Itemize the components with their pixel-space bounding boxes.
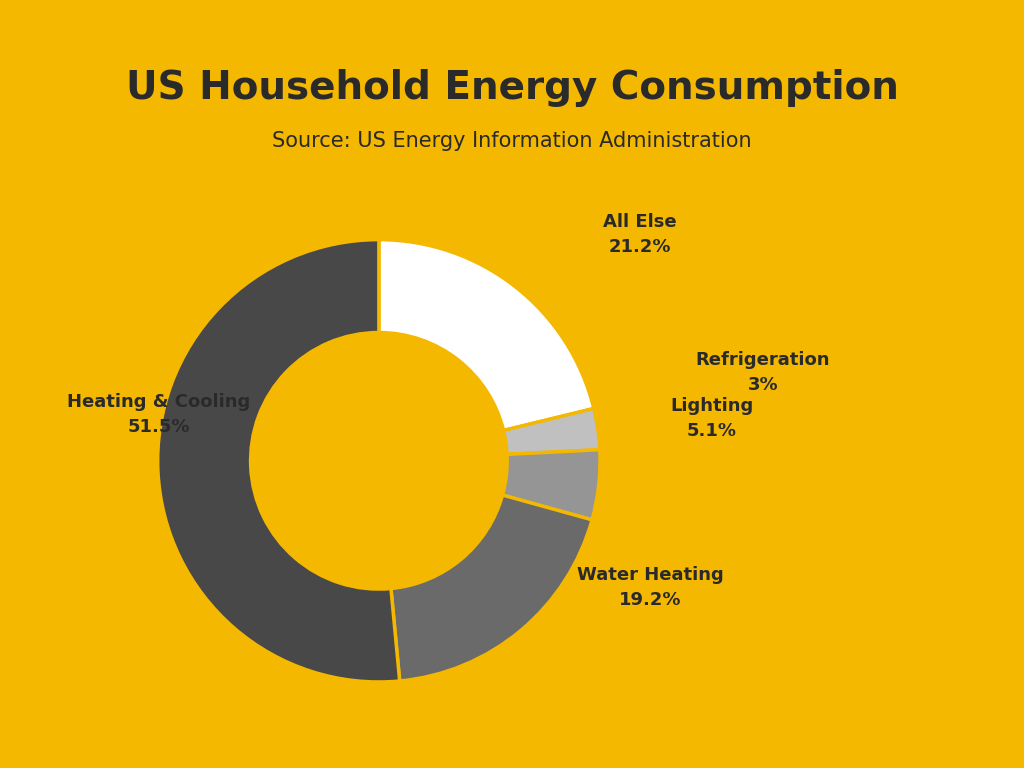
Wedge shape bbox=[158, 240, 399, 682]
Wedge shape bbox=[503, 450, 600, 520]
Text: Water Heating
19.2%: Water Heating 19.2% bbox=[577, 566, 724, 609]
Wedge shape bbox=[504, 409, 600, 455]
Text: US Household Energy Consumption: US Household Energy Consumption bbox=[126, 69, 898, 107]
Text: Source: US Energy Information Administration: Source: US Energy Information Administra… bbox=[272, 131, 752, 151]
Text: Refrigeration
3%: Refrigeration 3% bbox=[695, 351, 830, 394]
Text: All Else
21.2%: All Else 21.2% bbox=[603, 213, 677, 256]
Wedge shape bbox=[391, 495, 592, 681]
Text: Lighting
5.1%: Lighting 5.1% bbox=[670, 397, 754, 440]
Wedge shape bbox=[379, 240, 594, 430]
Text: Heating & Cooling
51.5%: Heating & Cooling 51.5% bbox=[68, 393, 250, 436]
